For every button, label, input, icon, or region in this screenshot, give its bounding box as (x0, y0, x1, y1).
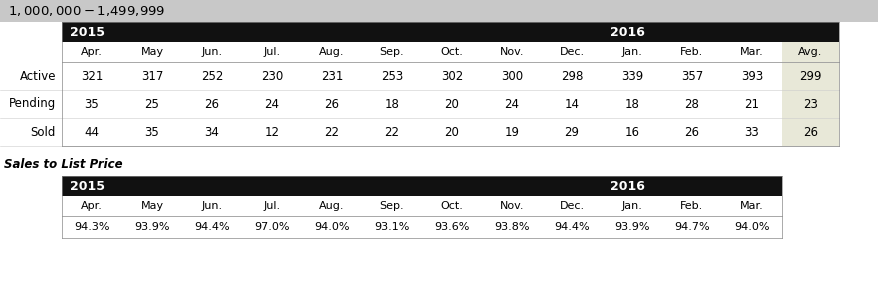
Text: Aug.: Aug. (319, 201, 344, 211)
Text: Jan.: Jan. (621, 201, 642, 211)
Text: Jul.: Jul. (263, 47, 280, 57)
Text: Oct.: Oct. (440, 201, 463, 211)
Text: Sold: Sold (31, 126, 56, 138)
Text: 93.8%: 93.8% (493, 222, 529, 232)
Text: 14: 14 (564, 98, 579, 110)
Text: 25: 25 (144, 98, 159, 110)
Text: 94.4%: 94.4% (194, 222, 229, 232)
Text: 302: 302 (441, 69, 463, 83)
Text: Sep.: Sep. (379, 47, 404, 57)
Text: 94.3%: 94.3% (74, 222, 110, 232)
Text: 97.0%: 97.0% (254, 222, 290, 232)
Text: Jun.: Jun. (201, 47, 222, 57)
Text: 24: 24 (504, 98, 519, 110)
Text: 2016: 2016 (609, 180, 644, 192)
Text: 317: 317 (140, 69, 163, 83)
Text: Feb.: Feb. (680, 201, 702, 211)
Text: 18: 18 (385, 98, 399, 110)
Text: Apr.: Apr. (81, 201, 103, 211)
Text: Sales to List Price: Sales to List Price (4, 159, 123, 171)
Text: Jul.: Jul. (263, 201, 280, 211)
Text: 35: 35 (145, 126, 159, 138)
Text: 357: 357 (680, 69, 702, 83)
Text: Nov.: Nov. (500, 201, 523, 211)
Text: 22: 22 (324, 126, 339, 138)
Text: Dec.: Dec. (558, 47, 584, 57)
Text: Jun.: Jun. (201, 201, 222, 211)
Text: 44: 44 (84, 126, 99, 138)
Text: $1,000,000 - $1,499,999: $1,000,000 - $1,499,999 (8, 4, 165, 18)
Text: 252: 252 (200, 69, 223, 83)
Text: Mar.: Mar. (739, 47, 763, 57)
Text: 18: 18 (624, 98, 638, 110)
Text: 26: 26 (802, 126, 817, 138)
Text: 16: 16 (623, 126, 639, 138)
Text: 93.9%: 93.9% (614, 222, 649, 232)
Text: 94.0%: 94.0% (733, 222, 769, 232)
Text: 34: 34 (205, 126, 220, 138)
Text: Dec.: Dec. (558, 201, 584, 211)
Text: Sep.: Sep. (379, 201, 404, 211)
Text: 298: 298 (560, 69, 582, 83)
Text: 28: 28 (684, 98, 699, 110)
Text: Aug.: Aug. (319, 47, 344, 57)
Text: 26: 26 (684, 126, 699, 138)
Text: Jan.: Jan. (621, 47, 642, 57)
Text: 26: 26 (205, 98, 220, 110)
Text: May: May (140, 47, 163, 57)
Text: 94.0%: 94.0% (314, 222, 349, 232)
Text: 94.7%: 94.7% (673, 222, 709, 232)
Text: 231: 231 (320, 69, 342, 83)
Text: 253: 253 (380, 69, 403, 83)
Text: 19: 19 (504, 126, 519, 138)
Text: 2016: 2016 (609, 25, 644, 39)
Text: 393: 393 (740, 69, 762, 83)
Text: 93.6%: 93.6% (434, 222, 469, 232)
Text: 20: 20 (444, 126, 459, 138)
Text: 20: 20 (444, 98, 459, 110)
Text: 35: 35 (84, 98, 99, 110)
Text: 29: 29 (564, 126, 579, 138)
Text: Avg.: Avg. (797, 47, 822, 57)
Text: 299: 299 (798, 69, 821, 83)
Text: Feb.: Feb. (680, 47, 702, 57)
Text: 300: 300 (500, 69, 522, 83)
Text: May: May (140, 201, 163, 211)
Text: 24: 24 (264, 98, 279, 110)
Text: 339: 339 (620, 69, 643, 83)
Text: 2015: 2015 (70, 25, 104, 39)
Text: 321: 321 (81, 69, 103, 83)
Text: 12: 12 (264, 126, 279, 138)
Text: Oct.: Oct. (440, 47, 463, 57)
Text: 23: 23 (802, 98, 817, 110)
Text: 230: 230 (261, 69, 283, 83)
Text: Nov.: Nov. (500, 47, 523, 57)
Text: Active: Active (19, 69, 56, 83)
Text: 93.9%: 93.9% (134, 222, 169, 232)
Text: 22: 22 (384, 126, 399, 138)
Text: 33: 33 (744, 126, 759, 138)
Text: Mar.: Mar. (739, 201, 763, 211)
Text: 2015: 2015 (70, 180, 104, 192)
Text: Pending: Pending (9, 98, 56, 110)
Text: 93.1%: 93.1% (374, 222, 409, 232)
Text: 94.4%: 94.4% (553, 222, 589, 232)
Text: 21: 21 (744, 98, 759, 110)
Text: 26: 26 (324, 98, 339, 110)
Text: Apr.: Apr. (81, 47, 103, 57)
